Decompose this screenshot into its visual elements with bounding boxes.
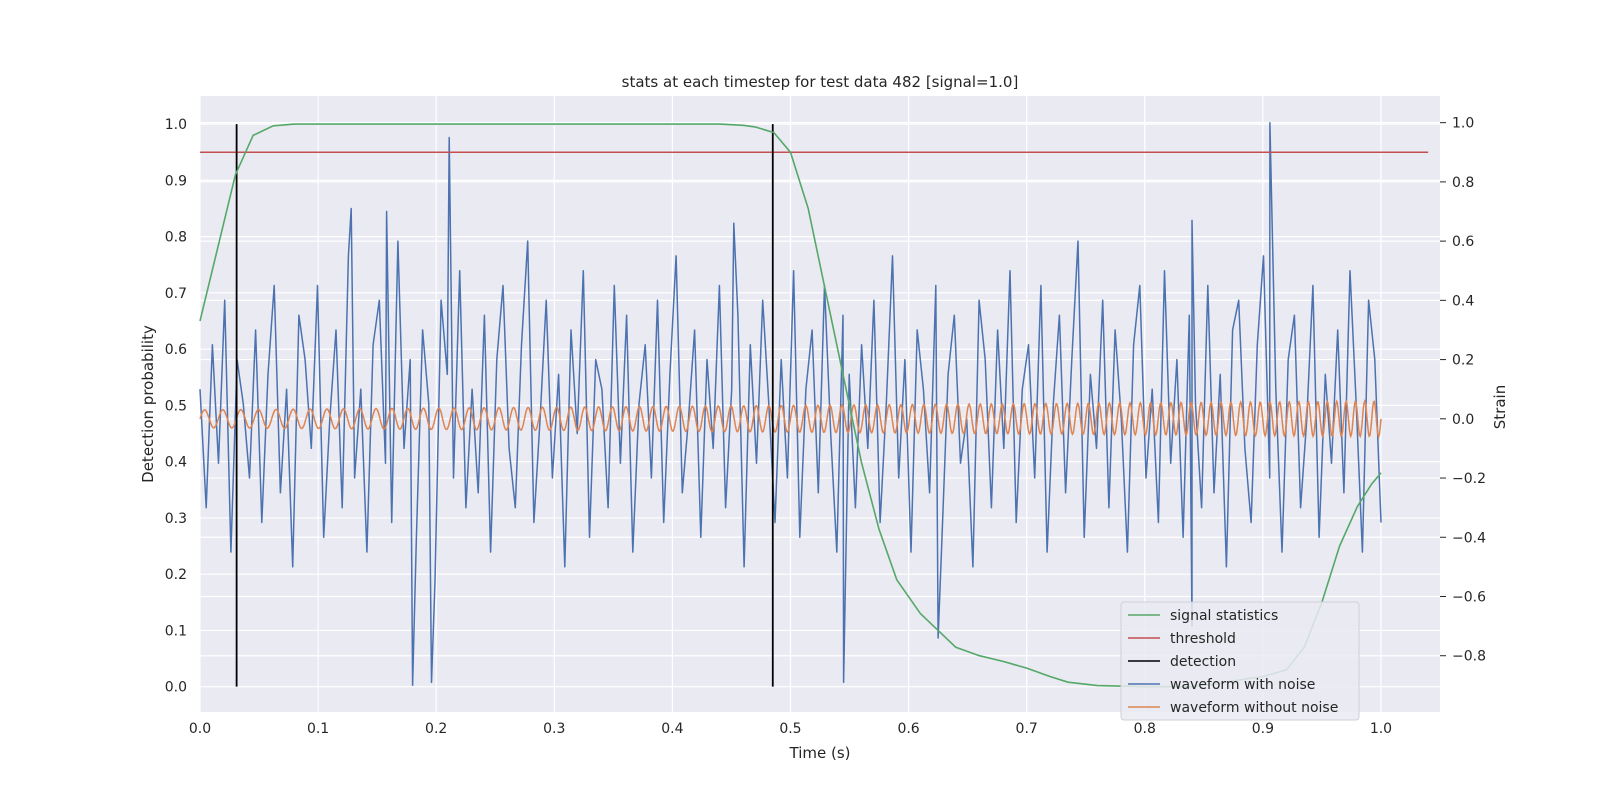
y2-tick-label: 0.6 [1452,234,1474,250]
legend-label-signal-statistics: signal statistics [1170,608,1278,624]
legend-entry-waveform-without-noise: waveform without noise [1128,700,1338,716]
x-tick-label: 0.3 [543,721,565,737]
x-tick-label: 0.9 [1252,721,1274,737]
legend-label-waveform-with-noise: waveform with noise [1170,677,1315,693]
y2-tick-labels: −0.8 −0.6 −0.4 −0.2 0.0 0.2 0.4 0.6 0.8 1.0 [1440,116,1486,665]
legend-box [1120,601,1360,721]
x-tick-label: 0.5 [779,721,801,737]
x-tick-label: 0.2 [425,721,447,737]
x-axis-label: Time (s) [789,744,851,762]
y-tick-label: 0.9 [165,173,187,189]
y-tick-label: 0.0 [165,680,187,696]
y-tick-label: 0.5 [165,398,187,414]
y2-tick-label: −0.8 [1452,649,1486,665]
x-tick-label: 1.0 [1370,721,1392,737]
y2-tick-label: 1.0 [1452,116,1474,132]
legend-label-detection: detection [1170,654,1236,670]
y-tick-label: 0.2 [165,567,187,583]
y-tick-label: 0.1 [165,623,187,639]
y-tick-label: 0.7 [165,286,187,302]
y-tick-label: 0.4 [165,455,187,471]
y2-tick-label: −0.4 [1452,530,1486,546]
legend-label-threshold: threshold [1170,631,1236,647]
legend-entry-waveform-with-noise: waveform with noise [1128,677,1315,693]
x-tick-label: 0.1 [307,721,329,737]
legend-entry-detection: detection [1128,654,1236,670]
y2-tick-label: −0.6 [1452,590,1486,606]
legend-entry-signal-statistics: signal statistics [1128,608,1278,624]
y-tick-label: 1.0 [165,117,187,133]
grid-lines [199,96,1440,712]
y2-tick-label: 0.2 [1452,353,1474,369]
y-axis-label: Detection probability [139,325,157,483]
y2-tick-label: 0.0 [1452,412,1474,428]
x-tick-label: 0.0 [189,721,211,737]
x-tick-label: 0.8 [1134,721,1156,737]
x-tick-label: 0.6 [897,721,919,737]
x-tick-label: 0.7 [1016,721,1038,737]
series-waveform-with-noise [199,121,1382,687]
x-tick-label: 0.4 [661,721,683,737]
y-tick-label: 0.6 [165,342,187,358]
series-waveform-without-noise [199,398,1382,439]
y-tick-label: 0.3 [165,511,187,527]
chart-title: stats at each timestep for test data 482… [622,73,1019,91]
legend: signal statistics threshold detection wa… [1120,601,1360,721]
y2-axis-label: Strain [1491,385,1509,429]
y2-tick-label: 0.8 [1452,175,1474,191]
x-tick-labels: 0.0 0.1 0.2 0.3 0.4 0.5 0.6 0.7 0.8 0.9 1.0 [189,721,1392,737]
y-tick-label: 0.8 [165,230,187,246]
legend-label-waveform-without-noise: waveform without noise [1170,700,1338,716]
y2-tick-label: −0.2 [1452,471,1486,487]
y2-tick-label: 0.4 [1452,293,1474,309]
legend-entry-threshold: threshold [1128,631,1236,647]
y-tick-labels: 0.0 0.1 0.2 0.3 0.4 0.5 0.6 0.7 0.8 0.9 1.0 [165,117,187,696]
